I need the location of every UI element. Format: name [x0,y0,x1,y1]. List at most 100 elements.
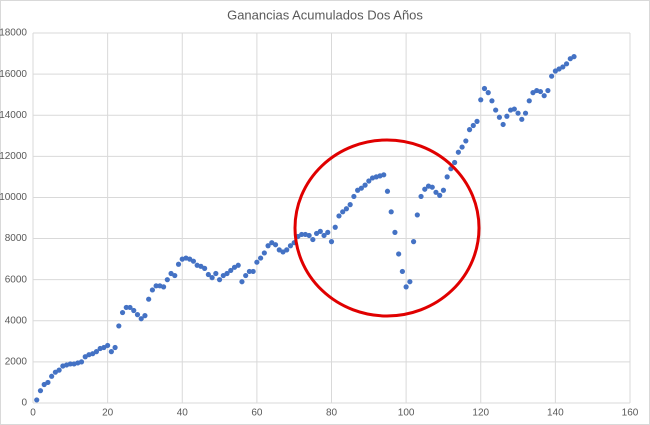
point [526,98,532,104]
y-tick-label: 8000 [5,233,28,244]
point [388,209,394,215]
point [108,349,114,355]
point [284,247,290,253]
point [459,144,465,150]
point [384,188,391,194]
point [504,113,510,119]
point [175,261,182,267]
point [560,64,566,70]
point [56,367,62,373]
point [403,284,409,290]
point [422,186,428,192]
x-tick-label: 140 [547,408,564,419]
point [343,206,350,212]
x-tick-label: 0 [30,408,36,419]
point [485,90,491,96]
point [172,272,178,279]
point [496,114,503,120]
point [522,110,529,116]
point [306,232,312,239]
y-tick-label: 4000 [5,315,28,326]
point [493,107,499,113]
point [261,250,267,256]
point [392,229,398,235]
point [489,98,495,104]
x-tick-label: 120 [472,408,489,419]
x-tick-label: 60 [251,408,263,419]
point [366,178,372,184]
point [500,121,506,128]
point [235,262,241,268]
point [321,232,327,239]
point [418,193,424,200]
point [519,116,525,122]
point [34,397,40,403]
point [440,187,447,193]
point [224,270,230,277]
highlight-circle [293,138,481,318]
x-tick-label: 20 [102,408,114,419]
point [246,268,253,275]
point [131,307,137,314]
point [340,209,346,215]
point [142,313,148,319]
point [381,172,387,178]
point [265,243,271,249]
point [362,182,368,188]
point [463,138,469,144]
point [351,193,357,200]
point [466,127,473,133]
point [455,149,461,155]
point [209,275,215,281]
point [272,242,279,248]
x-tick-label: 160 [622,408,639,419]
point [452,159,458,166]
point [414,212,420,218]
point [49,373,55,379]
point [213,270,219,277]
point [205,271,211,278]
point [78,359,85,365]
point [433,189,439,195]
point [511,106,517,112]
x-tick-label: 100 [398,408,415,419]
points [34,54,577,403]
point [134,312,141,318]
point [250,268,256,275]
point [123,304,129,311]
point [541,93,547,99]
y-tick-label: 0 [21,398,27,409]
point [549,73,555,79]
point [515,110,521,116]
y-tick-label: 14000 [0,110,27,121]
point [37,388,44,394]
x-tick-label: 80 [326,408,338,419]
point [563,61,570,67]
point [437,192,443,198]
point [243,272,249,279]
y-tick-label: 16000 [0,69,27,80]
point [545,87,551,94]
y-tick-label: 10000 [0,192,27,203]
point [444,174,450,180]
point [358,185,364,191]
point [116,323,122,329]
point [190,258,197,264]
point [254,259,260,265]
point [153,283,159,289]
point [347,202,353,208]
point [310,236,316,243]
point [228,267,234,274]
grid [32,32,631,404]
point [478,97,484,103]
point [396,251,402,257]
point [149,287,155,293]
point [336,213,342,219]
y-tick-label: 12000 [0,151,27,162]
point [410,239,417,245]
point [399,268,405,275]
point [127,304,133,311]
y-tick-label: 2000 [5,357,28,368]
